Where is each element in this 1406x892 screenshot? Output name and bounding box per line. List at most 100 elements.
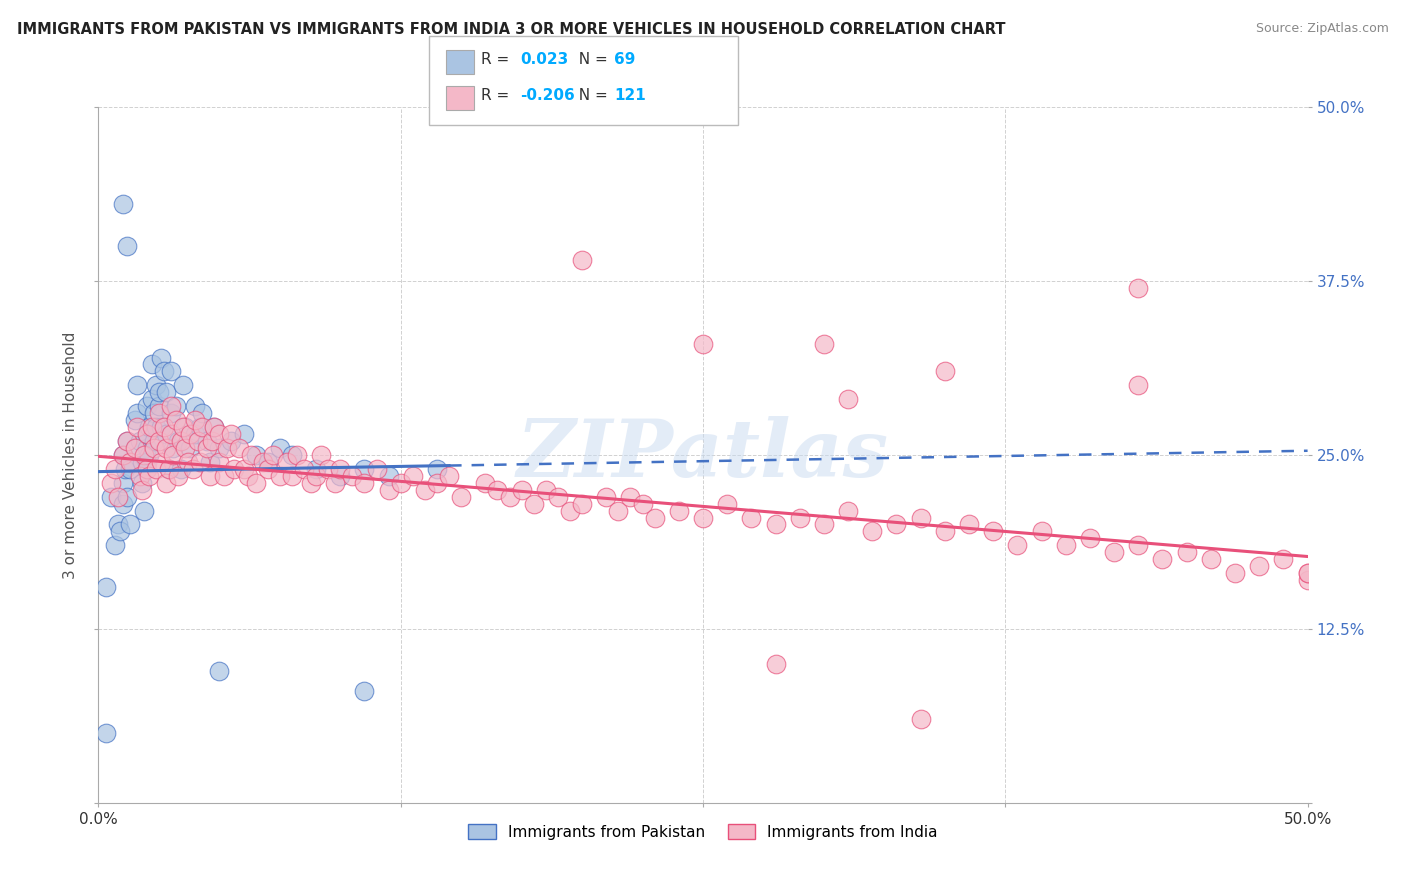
Point (184, 427, 207, 442)
Point (177, 455, 200, 469)
Point (837, 503, 859, 517)
Point (145, 378, 167, 392)
Point (172, 420, 194, 434)
Point (510, 483, 533, 497)
Text: R =: R = (481, 88, 515, 103)
Point (256, 455, 278, 469)
Point (179, 441, 201, 455)
Point (269, 468, 291, 483)
Point (716, 497, 738, 511)
Point (124, 441, 146, 455)
Point (221, 427, 243, 442)
Point (155, 441, 177, 455)
Point (1272, 552, 1295, 566)
Point (118, 517, 141, 532)
Point (837, 392, 859, 407)
Point (195, 441, 218, 455)
Point (111, 448, 134, 462)
Point (150, 420, 173, 434)
Y-axis label: 3 or more Vehicles in Household: 3 or more Vehicles in Household (63, 331, 79, 579)
Point (167, 434, 190, 448)
Point (934, 524, 956, 539)
Point (486, 483, 509, 497)
Point (342, 468, 364, 483)
Point (160, 399, 183, 413)
Point (1223, 566, 1246, 581)
Point (389, 475, 412, 490)
Point (644, 510, 666, 524)
Point (160, 364, 183, 378)
Point (127, 378, 149, 392)
Point (377, 468, 399, 483)
Point (208, 441, 231, 455)
Point (222, 462, 245, 476)
Point (114, 462, 136, 476)
Point (305, 468, 328, 483)
Point (631, 497, 654, 511)
Point (172, 378, 194, 392)
Point (107, 490, 129, 504)
Point (111, 197, 134, 211)
Point (1128, 378, 1150, 392)
Point (131, 455, 153, 469)
Point (325, 475, 347, 490)
Point (148, 406, 170, 420)
Point (117, 239, 139, 253)
Point (215, 441, 238, 455)
Point (135, 462, 157, 476)
Point (198, 468, 221, 483)
Point (135, 427, 157, 442)
Point (94, 580, 117, 594)
Point (256, 462, 278, 476)
Point (128, 468, 150, 483)
Point (957, 517, 980, 532)
Point (181, 462, 204, 476)
Point (571, 253, 593, 268)
Point (292, 462, 315, 476)
Text: 69: 69 (614, 53, 636, 67)
Point (353, 475, 375, 490)
Point (1007, 538, 1029, 552)
Point (138, 420, 160, 434)
Point (910, 510, 932, 524)
Point (201, 434, 224, 448)
Point (100, 475, 122, 490)
Point (238, 468, 260, 483)
Point (1128, 281, 1150, 295)
Point (160, 406, 183, 420)
Point (789, 510, 811, 524)
Point (1175, 545, 1198, 559)
Point (1031, 524, 1053, 539)
Point (141, 392, 163, 407)
Point (692, 336, 714, 351)
Text: -0.206: -0.206 (520, 88, 575, 103)
Point (165, 399, 187, 413)
Point (111, 475, 134, 490)
Point (1054, 538, 1077, 552)
Point (188, 455, 211, 469)
Point (204, 420, 226, 434)
Point (145, 420, 167, 434)
Point (187, 434, 209, 448)
Point (498, 490, 520, 504)
Point (165, 413, 187, 427)
Point (765, 517, 787, 532)
Point (607, 503, 630, 517)
Point (135, 455, 157, 469)
Point (558, 503, 581, 517)
Text: R =: R = (481, 53, 515, 67)
Point (281, 468, 304, 483)
Point (221, 434, 243, 448)
Point (1152, 552, 1174, 566)
Point (150, 455, 173, 469)
Point (169, 462, 191, 476)
Point (523, 497, 546, 511)
Point (619, 490, 641, 504)
Point (155, 475, 177, 490)
Point (127, 420, 149, 434)
Point (191, 420, 214, 434)
Point (179, 427, 201, 442)
Point (316, 462, 339, 476)
Point (228, 441, 250, 455)
Point (402, 468, 425, 483)
